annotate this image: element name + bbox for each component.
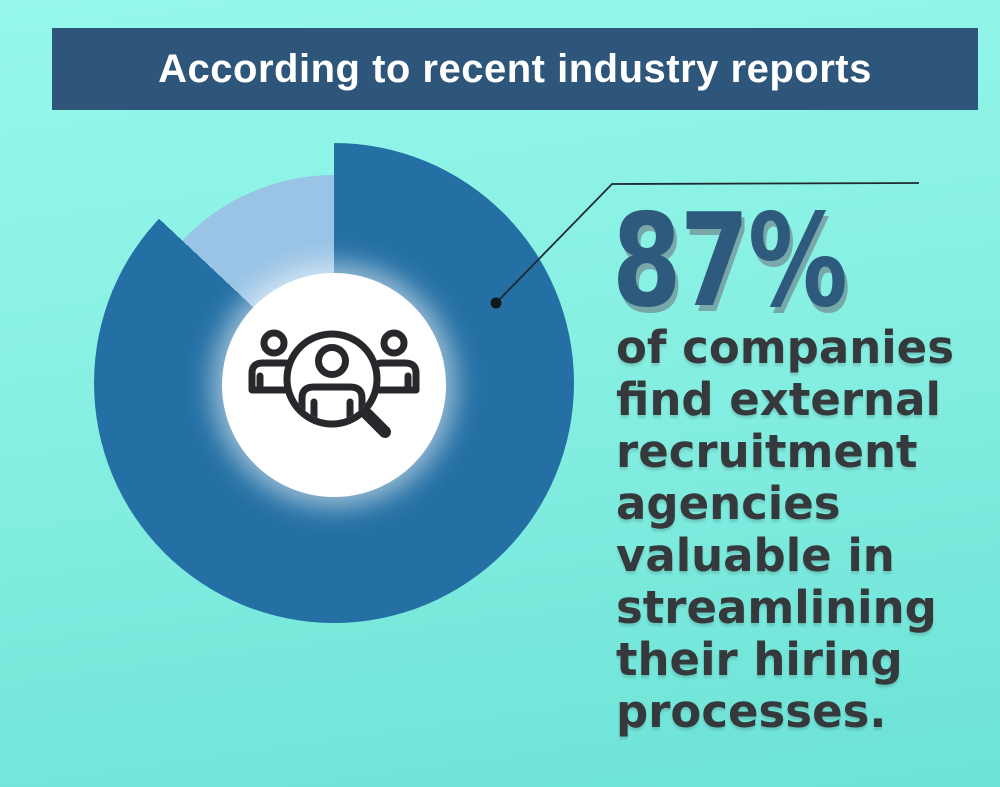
stat-text-line: streamlining: [616, 581, 937, 634]
stat-text-line: recruitment: [616, 425, 918, 478]
donut-center: [222, 273, 446, 497]
header-banner: According to recent industry reports: [52, 28, 978, 110]
header-title: According to recent industry reports: [158, 46, 872, 91]
stat-value: 87%: [612, 187, 848, 336]
people-search-icon: [248, 329, 420, 438]
stat-text-line: of companies: [616, 321, 954, 374]
right-person-head: [380, 329, 408, 357]
stat-text-line: find external: [616, 373, 941, 426]
magnifier-handle: [361, 408, 391, 438]
stat-description: of companies find external recruitment a…: [616, 322, 954, 738]
stat-text-line: valuable in: [616, 529, 895, 582]
magnifier-lens: [283, 330, 381, 428]
stat-text-line: their hiring: [616, 633, 903, 686]
stat-text-line: processes.: [616, 685, 887, 738]
left-person-head: [260, 329, 288, 357]
stat-text-line: agencies: [616, 477, 841, 530]
